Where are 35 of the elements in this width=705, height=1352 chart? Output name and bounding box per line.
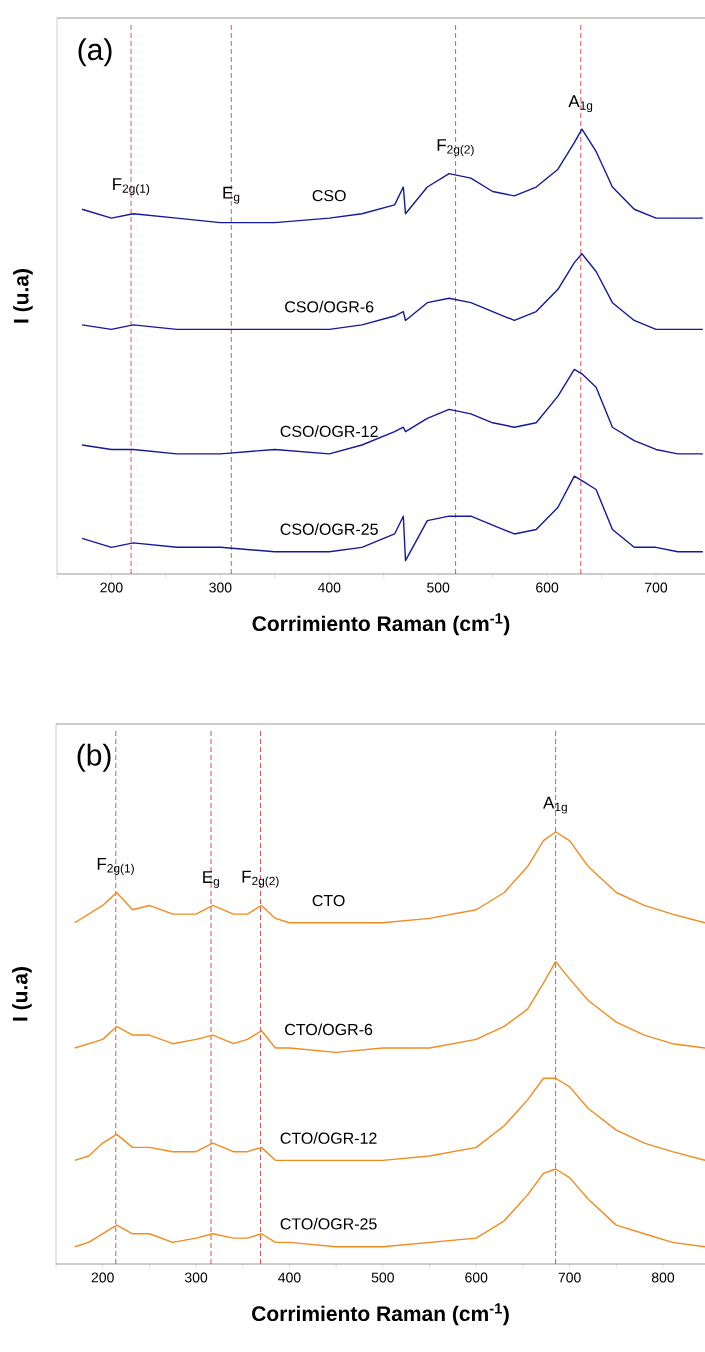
y-axis-title: I (u.a) bbox=[13, 269, 33, 323]
ref-line-label: F$_{2g(1)}$ bbox=[97, 858, 134, 875]
x-tick-label: 400 bbox=[317, 582, 341, 593]
ref-line-label: A$_{1g}$ bbox=[568, 95, 593, 113]
series-label: CSO/OGR-25 bbox=[280, 523, 378, 535]
x-axis-title: Corrimiento Raman (cm$^{-1}$) bbox=[252, 613, 510, 636]
x-tick-label: 600 bbox=[536, 582, 559, 593]
x-tick-label: 800 bbox=[651, 1272, 675, 1283]
x-tick-label: 700 bbox=[645, 582, 668, 593]
ref-line-label: F$_{2g(1)}$ bbox=[113, 178, 150, 196]
ref-line-label: F$_{2g(2)}$ bbox=[242, 870, 279, 888]
x-tick-label: 600 bbox=[465, 1272, 488, 1283]
ref-line-label: E$_{g}$ bbox=[223, 186, 240, 204]
series-label: CSO/OGR-6 bbox=[285, 300, 374, 313]
x-tick-label: 500 bbox=[371, 1272, 394, 1283]
series-label: CSO/OGR-12 bbox=[280, 425, 378, 438]
series-label: CSO bbox=[312, 189, 346, 202]
x-tick-label: 300 bbox=[184, 1272, 208, 1283]
chart-title: (b) bbox=[77, 743, 111, 772]
series-label: CTO bbox=[312, 894, 345, 907]
series-label: CTO/OGR-12 bbox=[280, 1132, 377, 1144]
series-label: CTO/OGR-6 bbox=[285, 1023, 373, 1036]
x-tick-label: 700 bbox=[558, 1272, 581, 1283]
ref-line-label: A$_{1g}$ bbox=[543, 796, 567, 814]
x-tick-label: 200 bbox=[100, 582, 123, 593]
x-tick-label: 500 bbox=[427, 582, 450, 593]
chart-title: (a) bbox=[78, 38, 112, 67]
x-tick-label: 400 bbox=[278, 1272, 301, 1283]
ref-line-label: E$_{g}$ bbox=[203, 871, 219, 888]
x-tick-label: 300 bbox=[209, 582, 232, 593]
x-tick-label: 200 bbox=[91, 1272, 114, 1283]
series-label: CTO/OGR-25 bbox=[280, 1217, 377, 1230]
x-axis-title: Corrimiento Raman (cm$^{-1}$) bbox=[252, 1303, 509, 1326]
ref-line-label: F$_{2g(2)}$ bbox=[437, 139, 474, 157]
y-axis-title: I (u.a) bbox=[12, 967, 32, 1021]
